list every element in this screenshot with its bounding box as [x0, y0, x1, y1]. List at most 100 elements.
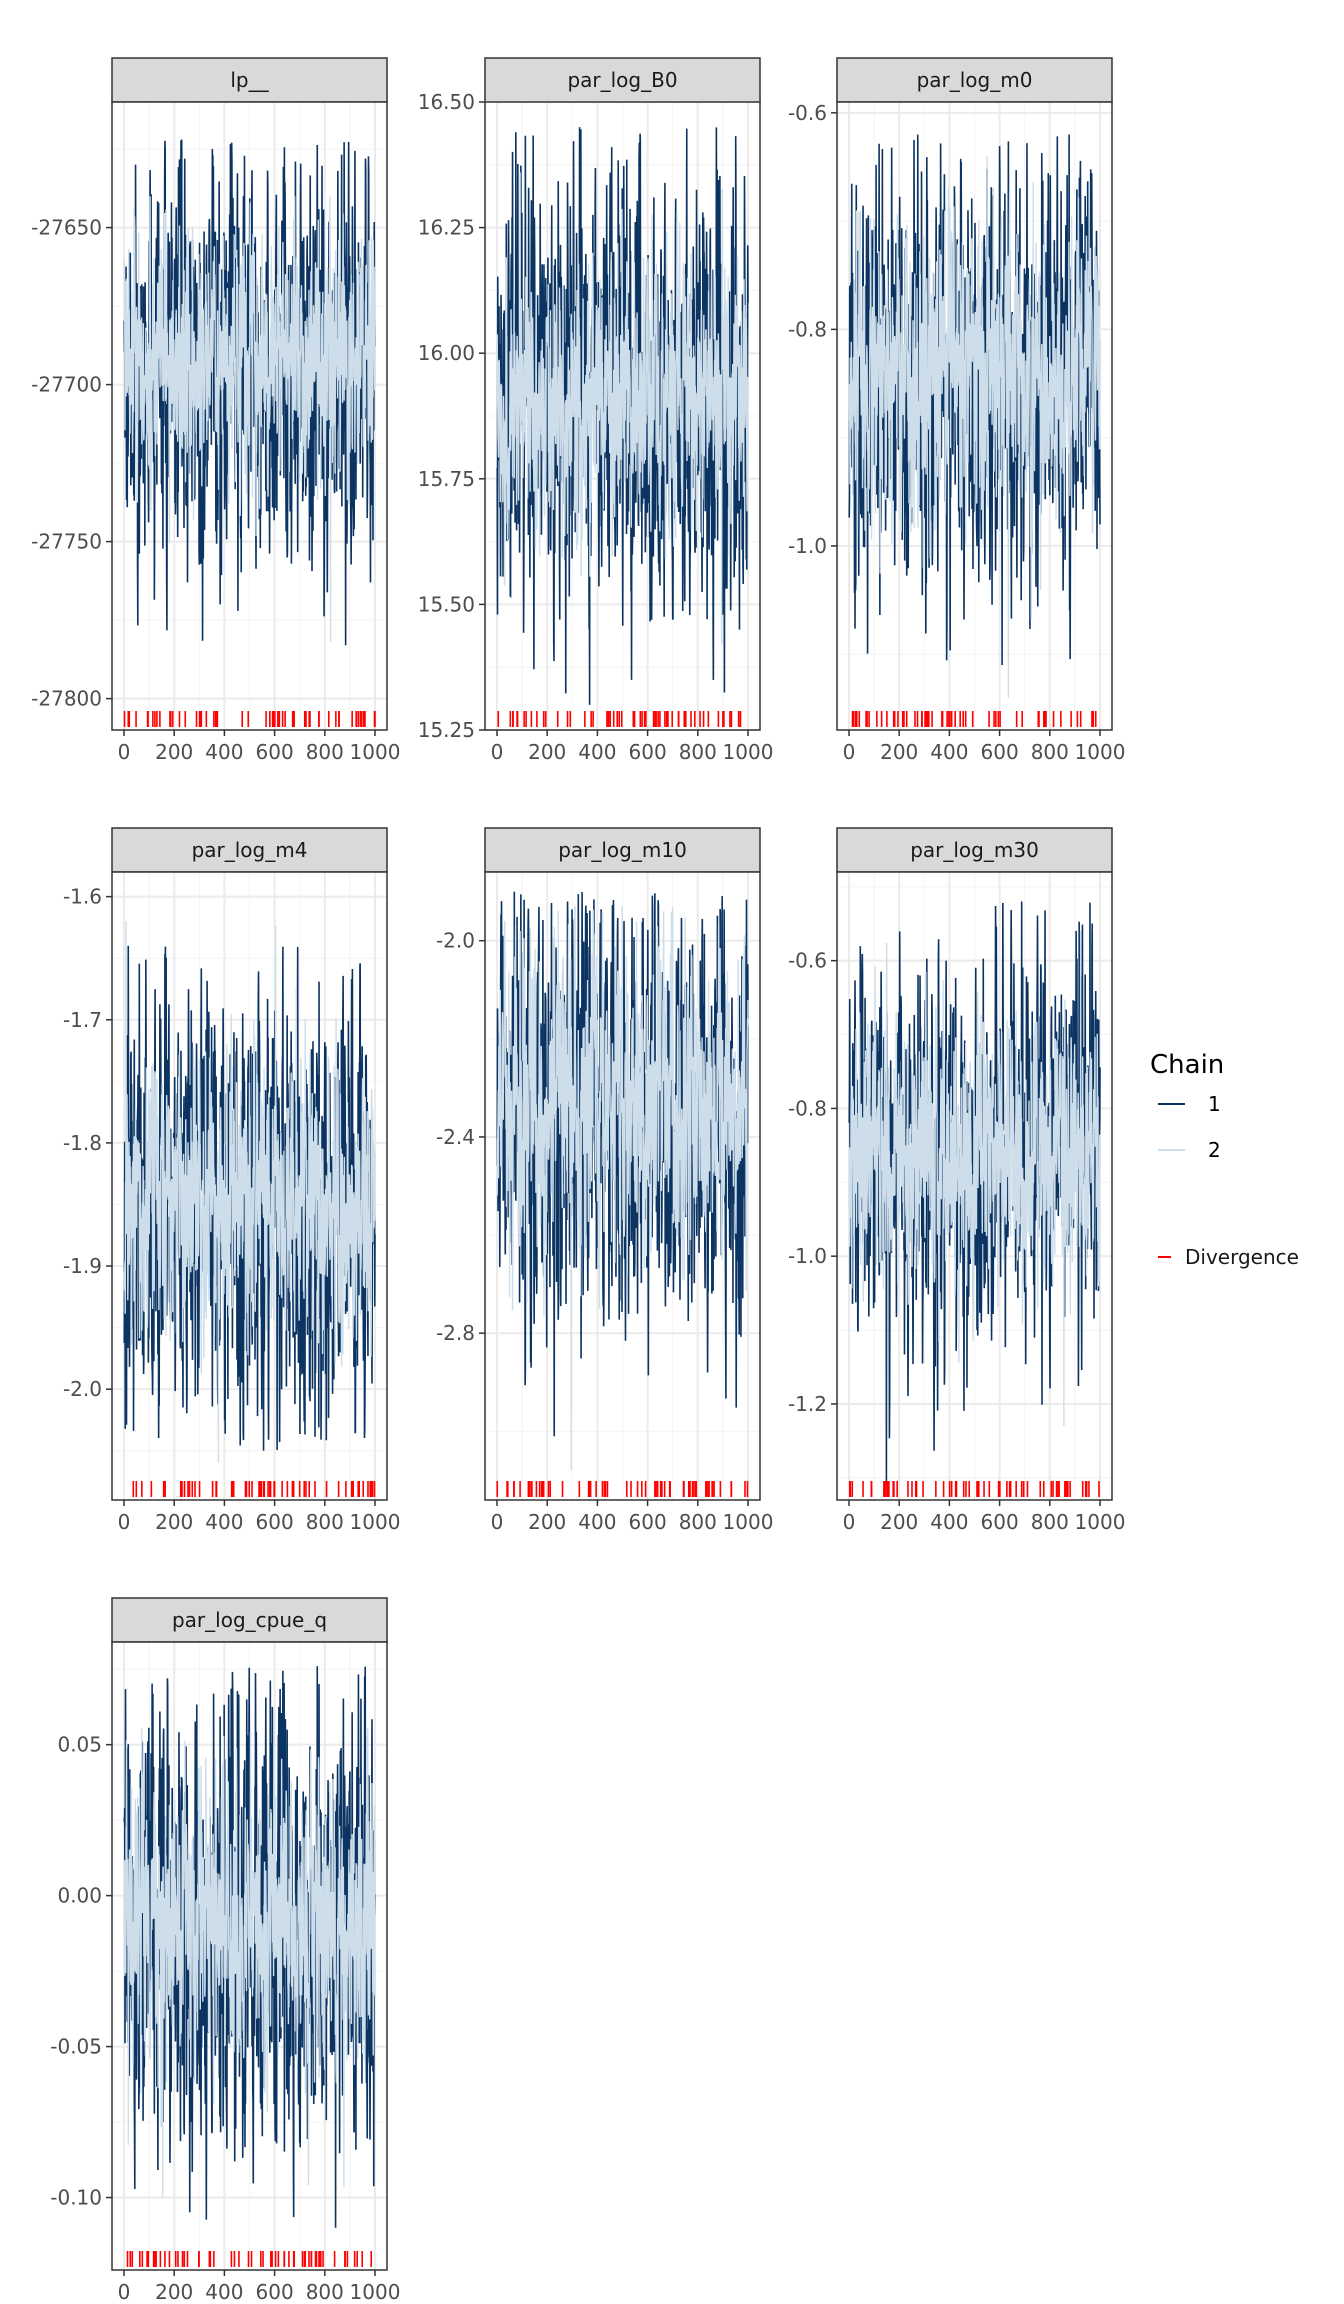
divergence-rug	[851, 711, 1097, 727]
facet-strip	[836, 57, 1113, 103]
legend-label-divergence: Divergence	[1185, 1245, 1299, 1269]
trace-chain-2	[848, 156, 1101, 698]
x-tick-label: 800	[679, 740, 717, 764]
facet-title: par_log_m0	[917, 68, 1033, 92]
x-tick-label: 0	[491, 1510, 504, 1534]
x-tick-label: 400	[205, 2280, 243, 2304]
x-tick-label: 0	[843, 740, 856, 764]
panel-par_log_m4: par_log_m4 -1.6 -1.7 -1.8 -1.9 -2.0 0 200 400 600…	[63, 827, 400, 1534]
panel-par_log_m30: par_log_m30 -0.6 -0.8 -1.0 -1.2 0 200 400 600 800…	[788, 827, 1126, 1534]
x-tick-label: 0	[118, 740, 131, 764]
x-tick-label: 0	[491, 740, 504, 764]
x-tick-label: 0	[118, 2280, 131, 2304]
x-tick-label: 1000	[1075, 1510, 1126, 1534]
x-tick-label: 0	[118, 1510, 131, 1534]
x-tick-label: 600	[981, 740, 1019, 764]
x-tick-label: 1000	[723, 1510, 774, 1534]
y-tick-label: -0.8	[788, 1096, 827, 1120]
facet-strip	[111, 827, 388, 873]
y-tick-label: -1.0	[788, 534, 827, 558]
trace-chain-2	[123, 1714, 376, 2198]
panel-border	[836, 101, 1113, 731]
panel-border	[484, 101, 761, 731]
legend: Chain 1 2 Divergence	[1150, 1050, 1299, 1269]
x-tick-label: 400	[930, 740, 968, 764]
x-tick-label: 1000	[1075, 740, 1126, 764]
y-tick-label: 16.50	[418, 90, 475, 114]
y-tick-label: -1.6	[63, 885, 102, 909]
x-tick-label: 400	[578, 740, 616, 764]
y-tick-label: -1.0	[788, 1244, 827, 1268]
x-tick-label: 1000	[350, 740, 401, 764]
x-tick-label: 600	[256, 740, 294, 764]
y-tick-label: 15.25	[418, 718, 475, 742]
y-tick-label: -27750	[31, 530, 102, 554]
facet-title: par_log_B0	[567, 68, 677, 92]
divergence-rug	[848, 1481, 1100, 1497]
x-tick-label: 600	[629, 1510, 667, 1534]
legend-key-chain-2: 2	[1158, 1138, 1221, 1162]
x-tick-label: 800	[306, 740, 344, 764]
x-tick-label: 0	[843, 1510, 856, 1534]
facet-title: lp__	[230, 68, 269, 92]
y-tick-label: -0.6	[788, 101, 827, 125]
x-tick-label: 400	[578, 1510, 616, 1534]
y-tick-label: 16.00	[418, 341, 475, 365]
x-tick-label: 600	[256, 1510, 294, 1534]
x-tick-label: 200	[528, 740, 566, 764]
facet-strip	[111, 1597, 388, 1643]
facet-title: par_log_m4	[192, 838, 308, 862]
x-tick-label: 800	[306, 1510, 344, 1534]
panel-border	[111, 1641, 388, 2271]
facet-title: par_log_cpue_q	[172, 1608, 327, 1632]
y-tick-label: 0.05	[57, 1733, 102, 1757]
x-tick-label: 200	[155, 1510, 193, 1534]
x-tick-label: 800	[1031, 740, 1069, 764]
legend-label-chain-2: 2	[1208, 1138, 1221, 1162]
x-tick-label: 1000	[723, 740, 774, 764]
x-tick-label: 600	[981, 1510, 1019, 1534]
trace-chain-2	[123, 921, 376, 1464]
y-tick-label: -1.9	[63, 1254, 102, 1278]
x-tick-label: 200	[880, 1510, 918, 1534]
y-tick-label: -2.4	[436, 1125, 475, 1149]
x-tick-label: 400	[205, 1510, 243, 1534]
y-tick-label: -0.8	[788, 317, 827, 341]
y-tick-label: -27650	[31, 216, 102, 240]
x-tick-label: 400	[205, 740, 243, 764]
legend-key-chain-1: 1	[1158, 1092, 1221, 1116]
divergence-rug	[497, 711, 742, 727]
trace-chain-2	[496, 904, 749, 1471]
facet-panels: lp__ -27650 -27700 -27750 -27800 0 200 400 600 80…	[31, 57, 1126, 2304]
y-tick-label: 15.50	[418, 592, 475, 616]
panel-par_log_cpue_q: par_log_cpue_q 0.05 0.00 -0.05 -0.10 0 200 400 6…	[50, 1597, 400, 2304]
panel-border	[111, 871, 388, 1501]
y-tick-label: 15.75	[418, 467, 475, 491]
legend-label-chain-1: 1	[1208, 1092, 1221, 1116]
divergence-rug	[132, 1481, 376, 1497]
y-tick-label: -27800	[31, 687, 102, 711]
x-tick-label: 200	[528, 1510, 566, 1534]
y-tick-label: -0.05	[50, 2035, 102, 2059]
y-tick-label: -0.6	[788, 949, 827, 973]
panel-lp__: lp__ -27650 -27700 -27750 -27800 0 200 400 600 80…	[31, 57, 401, 764]
trace-chain-2	[848, 931, 1101, 1427]
x-tick-label: 600	[256, 2280, 294, 2304]
facet-title: par_log_m30	[910, 838, 1039, 862]
y-tick-label: -1.2	[788, 1392, 827, 1416]
facet-title: par_log_m10	[558, 838, 687, 862]
panel-par_log_m0: par_log_m0 -0.6 -0.8 -1.0 0 200 400 600 800 1000	[788, 57, 1126, 764]
facet-strip	[484, 57, 761, 103]
x-tick-label: 400	[930, 1510, 968, 1534]
legend-title: Chain	[1150, 1050, 1224, 1080]
panel-par_log_m10: par_log_m10 -2.0 -2.4 -2.8 0 200 400 600 800 1000	[436, 827, 774, 1534]
y-tick-label: -2.0	[436, 929, 475, 953]
y-tick-label: 0.00	[57, 1884, 102, 1908]
trace-chain-2	[496, 172, 749, 645]
y-tick-label: -1.8	[63, 1131, 102, 1155]
y-tick-label: -2.8	[436, 1321, 475, 1345]
panel-border	[836, 871, 1113, 1501]
divergence-rug	[123, 711, 376, 727]
x-tick-label: 800	[679, 1510, 717, 1534]
facet-strip	[484, 827, 761, 873]
